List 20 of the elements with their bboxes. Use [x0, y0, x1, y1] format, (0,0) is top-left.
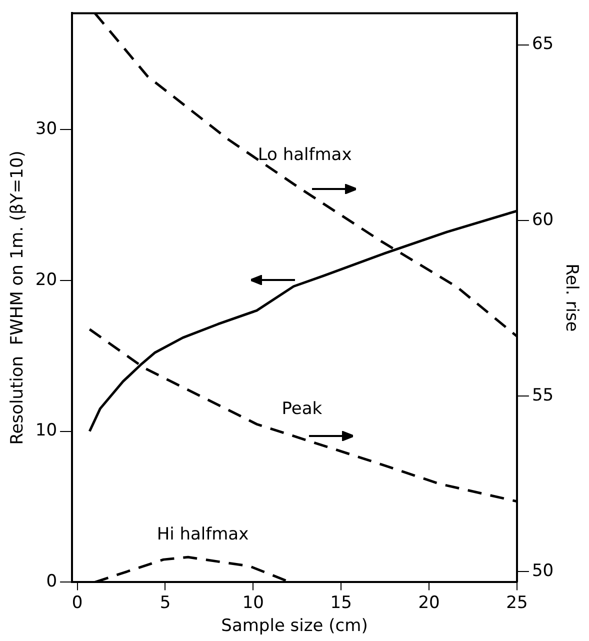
y-tick-label: 0: [46, 572, 58, 592]
y2-tick-label: 60: [532, 210, 554, 230]
x-tick-label: 25: [506, 592, 528, 613]
y-axis-title: Resolution FWHM on 1m. (βY=10): [8, 150, 28, 445]
y-tick-label: 20: [35, 270, 58, 290]
x-tick-label: 5: [160, 592, 171, 613]
series-label: Lo halfmax: [258, 144, 352, 165]
y2-tick-label: 50: [532, 561, 554, 582]
x-tick-label: 0: [72, 592, 83, 613]
y2-tick-label: 65: [532, 34, 554, 54]
x-tick-label: 10: [242, 592, 264, 613]
x-tick-label: 20: [418, 592, 440, 613]
x-tick-label: 15: [330, 592, 352, 613]
series-label: Peak: [282, 399, 322, 420]
series-label: Hi halfmax: [156, 524, 249, 545]
y-tick-label: 10: [35, 420, 58, 441]
y2-axis-title: Rel. rise: [561, 264, 582, 332]
x-axis-title: Sample size (cm): [221, 616, 368, 636]
y-tick-label: 30: [35, 118, 58, 139]
y2-tick-label: 55: [532, 385, 554, 406]
